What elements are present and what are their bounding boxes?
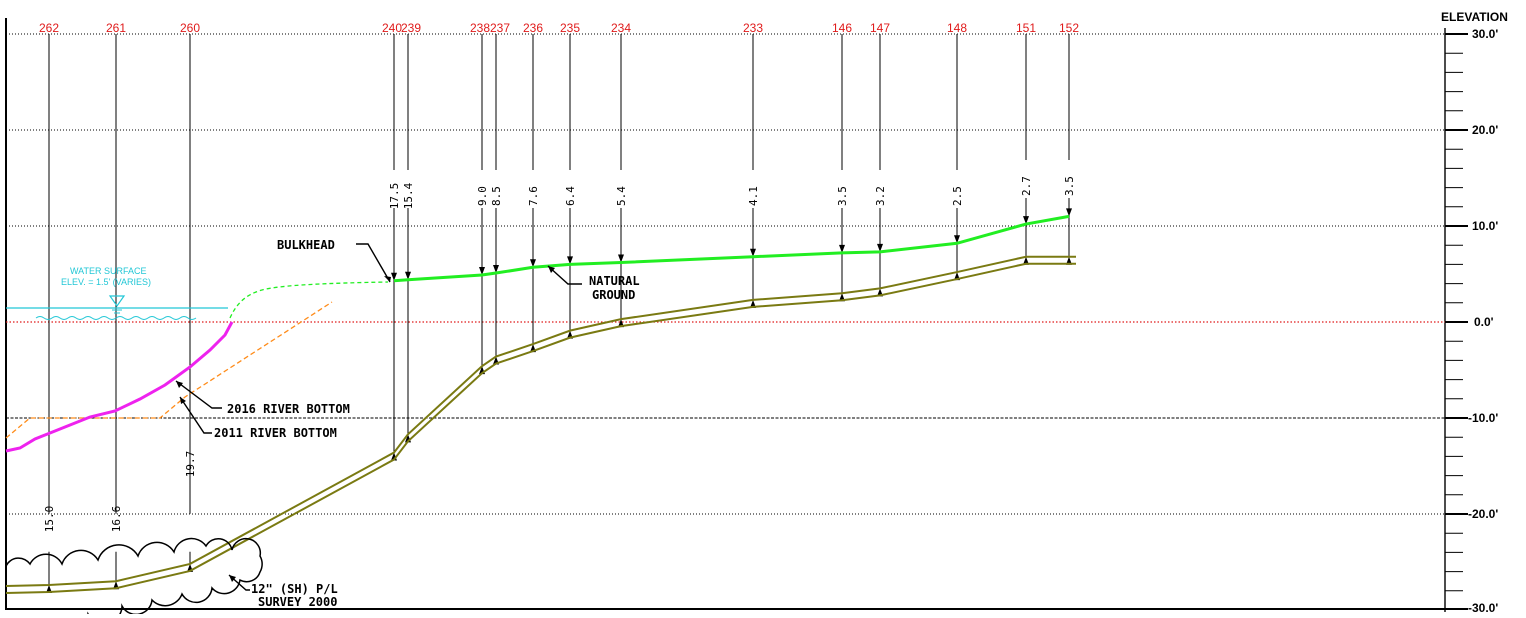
pipeline-bottom-line — [5, 262, 1076, 595]
depth-label-234: 5.4 — [615, 186, 628, 206]
natural-ground-label-2: GROUND — [592, 288, 635, 302]
depth-label-261: 16.6 — [110, 506, 123, 533]
pipeline — [5, 255, 1076, 595]
ground-arrow-147 — [877, 243, 883, 252]
minor-ticks — [1445, 52, 1463, 592]
station-lines: 262 15.0 261 16.6 260 19.7 240 17.5 239 15.4 238 9.… — [39, 21, 1079, 594]
ground-arrow-235 — [567, 256, 573, 265]
depth-label-151: 2.7 — [1020, 176, 1033, 196]
river-bottom-2016-label: 2016 RIVER BOTTOM — [227, 402, 350, 416]
frame — [5, 18, 1446, 612]
ground-arrow-146 — [839, 244, 845, 253]
tick-label-minus-10: -10.0' — [1468, 411, 1498, 425]
station-label-148: 148 — [947, 21, 967, 35]
revision-cloud — [5, 537, 263, 618]
station-label-233: 233 — [743, 21, 763, 35]
river-bottom-2016-line — [5, 321, 234, 453]
survey-label: SURVEY 2000 — [258, 595, 337, 609]
station-label-239: 239 — [401, 21, 421, 35]
ground-arrow-148 — [954, 235, 960, 244]
tick-label-0: 0.0' — [1474, 315, 1494, 329]
ground-arrow-237 — [493, 265, 499, 274]
water-surface: WATER SURFACE ELEV. = 1.5' (VARIES) — [6, 266, 228, 320]
pipeline-top-line — [5, 255, 1076, 588]
station-label-237: 237 — [490, 21, 510, 35]
station-label-152: 152 — [1059, 21, 1079, 35]
station-label-260: 260 — [180, 21, 200, 35]
depth-label-147: 3.2 — [874, 186, 887, 206]
river-bottom-2011-label: 2011 RIVER BOTTOM — [214, 426, 337, 440]
ground-arrow-151 — [1023, 216, 1029, 225]
station-label-151: 151 — [1016, 21, 1036, 35]
depth-label-240: 17.5 — [388, 183, 401, 210]
depth-label-262: 15.0 — [43, 506, 56, 533]
ground-arrow-240 — [391, 272, 397, 281]
depth-label-146: 3.5 — [836, 186, 849, 206]
ground-arrow-236 — [530, 259, 536, 268]
elevation-scale: ELEVATION 30.0' 20.0' 10.0' 0.0' -10.0' … — [1441, 10, 1508, 615]
tick-label-minus-20: -20.0' — [1468, 507, 1498, 521]
ground-arrow-239 — [405, 271, 411, 280]
depth-label-148: 2.5 — [951, 186, 964, 206]
depth-label-238: 9.0 — [476, 186, 489, 206]
bulkhead-label: BULKHEAD — [277, 238, 335, 252]
ground-arrow-152 — [1066, 208, 1072, 217]
station-label-236: 236 — [523, 21, 543, 35]
station-label-147: 147 — [870, 21, 890, 35]
depth-label-236: 7.6 — [527, 186, 540, 206]
depth-label-260: 19.7 — [184, 451, 197, 478]
existing-slope-dashed-line — [229, 281, 389, 319]
water-elevation-label: ELEV. = 1.5' (VARIES) — [61, 277, 151, 287]
station-label-234: 234 — [611, 21, 631, 35]
natural-ground-line — [393, 214, 1070, 283]
tick-label-minus-30: -30.0' — [1468, 601, 1498, 614]
tick-label-30: 30.0' — [1472, 27, 1498, 41]
station-label-240: 240 — [382, 21, 402, 35]
depth-label-235: 6.4 — [564, 186, 577, 206]
depth-label-233: 4.1 — [747, 186, 760, 206]
pipeline-label: 12" (SH) P/L — [251, 582, 338, 596]
station-label-235: 235 — [560, 21, 580, 35]
ground-arrow-238 — [479, 266, 485, 275]
depth-label-239: 15.4 — [402, 182, 415, 209]
tick-label-20: 20.0' — [1472, 123, 1498, 137]
elevation-gridlines — [6, 33, 1445, 515]
water-level-marker-icon — [108, 295, 126, 308]
station-label-262: 262 — [39, 21, 59, 35]
natural-ground-label: NATURAL — [589, 274, 640, 288]
water-surface-label: WATER SURFACE — [70, 266, 147, 276]
axis-title: ELEVATION — [1441, 10, 1508, 24]
river-bottom-2011-line — [5, 301, 333, 439]
depth-label-237: 8.5 — [490, 186, 503, 206]
station-label-261: 261 — [106, 21, 126, 35]
station-label-146: 146 — [832, 21, 852, 35]
station-label-238: 238 — [470, 21, 490, 35]
ground-arrow-234 — [618, 254, 624, 263]
ground-arrow-233 — [750, 248, 756, 257]
depth-label-152: 3.5 — [1063, 176, 1076, 196]
tick-label-10: 10.0' — [1472, 219, 1498, 233]
leader-lines — [175, 243, 582, 591]
